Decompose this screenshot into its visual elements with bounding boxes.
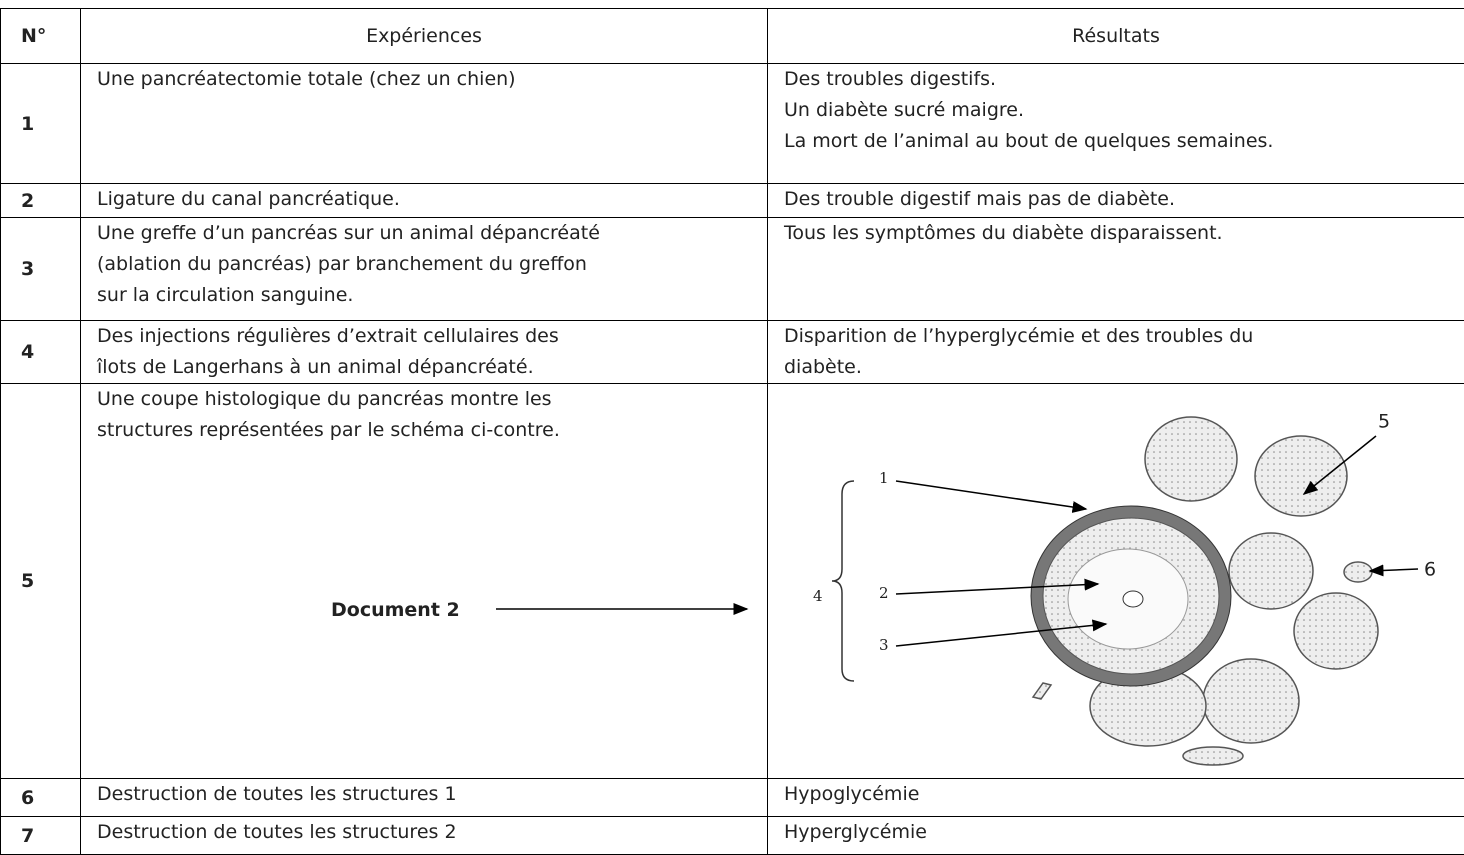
header-cell: Expériences: [81, 9, 768, 64]
result-line: Hyperglycémie: [784, 817, 1464, 848]
result-cell: Hyperglycémie: [768, 817, 1464, 855]
experience-line: Ligature du canal pancréatique.: [97, 184, 767, 215]
row-number: 5: [1, 384, 81, 779]
diagram-label: 1: [879, 469, 889, 487]
result-line: Disparition de l’hyperglycémie et des tr…: [784, 321, 1464, 352]
table-row: 2 Ligature du canal pancréatique. Des trou…: [1, 184, 1464, 218]
header-cell: Résultats: [768, 9, 1464, 64]
experience-line: Une pancréatectomie totale (chez un chie…: [97, 64, 767, 95]
result-line: Tous les symptômes du diabète disparaiss…: [784, 218, 1464, 249]
header-cell: N°: [1, 9, 81, 64]
diagram-label: 6: [1424, 559, 1436, 581]
row-number: 1: [1, 64, 81, 184]
row-number: 7: [1, 817, 81, 855]
table-row: 3 Une greffe d’un pancréas sur un animal …: [1, 218, 1464, 321]
experience-cell: Destruction de toutes les structures 2: [81, 817, 768, 855]
result-line: Des trouble digestif mais pas de diabète…: [784, 184, 1464, 215]
result-cell: Tous les symptômes du diabète disparaiss…: [768, 218, 1464, 321]
diagram-label: 5: [1378, 411, 1390, 433]
experience-cell: Une greffe d’un pancréas sur un animal d…: [81, 218, 768, 321]
islet: [1031, 506, 1231, 686]
row-number: 3: [1, 218, 81, 321]
diagram-label: 4: [813, 587, 823, 605]
result-line: La mort de l’animal au bout de quelques …: [784, 126, 1464, 157]
result-cell: Des trouble digestif mais pas de diabète…: [768, 184, 1464, 218]
table-row: 4 Des injections régulières d’extrait cel…: [1, 321, 1464, 384]
experience-line: Destruction de toutes les structures 2: [97, 817, 767, 848]
table-row: 1 Une pancréatectomie totale (chez un chi…: [1, 64, 1464, 184]
experience-line: structures représentées par le schéma ci…: [97, 415, 767, 446]
experience-line: (ablation du pancréas) par branchement d…: [97, 249, 767, 280]
result-cell: Des troubles digestifs.Un diabète sucré …: [768, 64, 1464, 184]
result-cell: 1 2 3 4 5 6: [768, 384, 1464, 779]
result-cell: Disparition de l’hyperglycémie et des tr…: [768, 321, 1464, 384]
table-row: 6 Destruction de toutes les structures 1 H…: [1, 779, 1464, 817]
experience-line: îlots de Langerhans à un animal dépancré…: [97, 352, 767, 383]
diagram-label: 3: [879, 636, 889, 654]
diagram-label: 2: [879, 584, 889, 602]
document-label: Document 2: [331, 599, 460, 621]
experience-cell: Une pancréatectomie totale (chez un chie…: [81, 64, 768, 184]
experience-line: Une greffe d’un pancréas sur un animal d…: [97, 218, 767, 249]
experience-line: Des injections régulières d’extrait cell…: [97, 321, 767, 352]
experience-line: Une coupe histologique du pancréas montr…: [97, 384, 767, 415]
experience-cell: Ligature du canal pancréatique.: [81, 184, 768, 218]
result-line: Hypoglycémie: [784, 779, 1464, 810]
experience-cell: Des injections régulières d’extrait cell…: [81, 321, 768, 384]
experience-cell: Une coupe histologique du pancréas montr…: [81, 384, 768, 779]
row-number: 2: [1, 184, 81, 218]
row-number: 6: [1, 779, 81, 817]
experience-line: Destruction de toutes les structures 1: [97, 779, 767, 810]
result-line: Des troubles digestifs.: [784, 64, 1464, 95]
result-line: diabète.: [784, 352, 1464, 383]
experience-cell: Destruction de toutes les structures 1: [81, 779, 768, 817]
islet-diagram: 1 2 3 4 5 6: [768, 384, 1464, 778]
result-cell: Hypoglycémie: [768, 779, 1464, 817]
result-line: Un diabète sucré maigre.: [784, 95, 1464, 126]
table-row: 7 Destruction de toutes les structures 2 H…: [1, 817, 1464, 855]
row-number: 4: [1, 321, 81, 384]
experience-line: sur la circulation sanguine.: [97, 280, 767, 311]
table-row: 5 Une coupe histologique du pancréas mont…: [1, 384, 1464, 779]
